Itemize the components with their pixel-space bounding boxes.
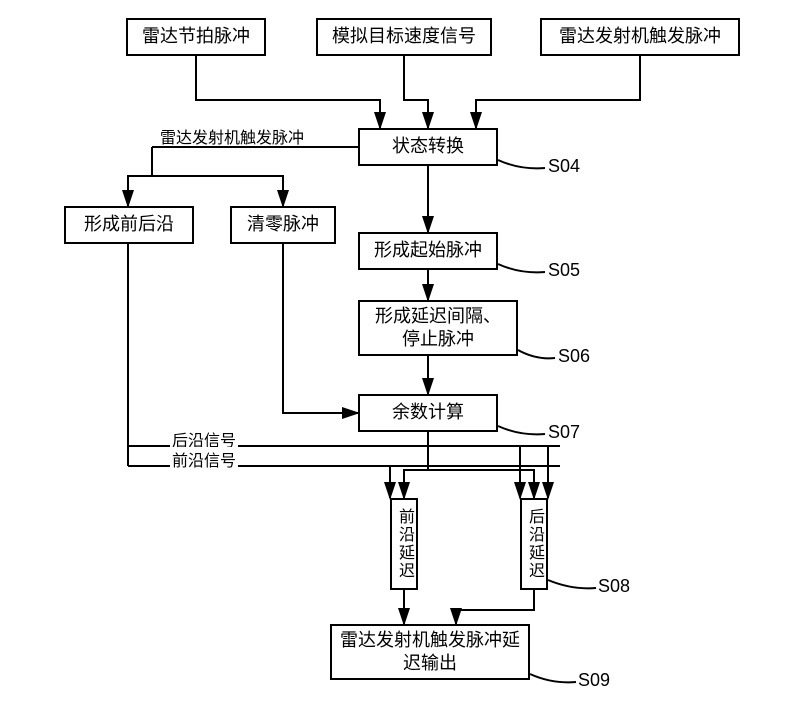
node-clear-pulse: 清零脉冲 xyxy=(230,206,336,244)
line-label-trigger-pulse: 雷达发射机触发脉冲 xyxy=(160,124,304,148)
step-label-s04: S04 xyxy=(548,156,580,177)
node-label: 形成延迟间隔、停止脉冲 xyxy=(368,305,508,352)
node-form-edges: 形成前后沿 xyxy=(64,206,194,244)
node-label: 清零脉冲 xyxy=(247,213,319,236)
step-label-s05: S05 xyxy=(548,260,580,281)
step-label-s08: S08 xyxy=(598,576,630,597)
node-input-radar-beat-pulse: 雷达节拍脉冲 xyxy=(126,18,266,56)
node-label: 形成起始脉冲 xyxy=(374,239,482,262)
node-label: 余数计算 xyxy=(392,401,464,424)
node-label: 雷达发射机触发脉冲延迟输出 xyxy=(340,629,520,676)
line-label-leading-edge: 前沿信号 xyxy=(170,447,238,471)
flowchart-canvas: 雷达节拍脉冲 模拟目标速度信号 雷达发射机触发脉冲 状态转换 形成起始脉冲 形成… xyxy=(0,0,800,712)
step-label-s06: S06 xyxy=(558,346,590,367)
arrows-layer xyxy=(0,0,800,712)
node-input-sim-target-speed: 模拟目标速度信号 xyxy=(316,18,492,56)
node-label: 前沿延迟 xyxy=(392,508,416,580)
node-leading-edge-delay: 前沿延迟 xyxy=(390,498,418,590)
node-label: 雷达发射机触发脉冲 xyxy=(559,25,721,48)
node-remainder-calc: 余数计算 xyxy=(358,394,498,432)
node-label: 模拟目标速度信号 xyxy=(332,25,476,48)
node-input-radar-tx-trigger: 雷达发射机触发脉冲 xyxy=(540,18,740,56)
step-label-s09: S09 xyxy=(578,670,610,691)
node-trailing-edge-delay: 后沿延迟 xyxy=(520,498,548,590)
node-label: 形成前后沿 xyxy=(84,213,174,236)
node-label: 雷达节拍脉冲 xyxy=(142,25,250,48)
node-output-delay: 雷达发射机触发脉冲延迟输出 xyxy=(330,624,530,680)
node-form-delay-stop-pulse: 形成延迟间隔、停止脉冲 xyxy=(358,300,518,356)
node-label: 后沿延迟 xyxy=(522,508,546,580)
node-form-start-pulse: 形成起始脉冲 xyxy=(358,232,498,270)
node-label: 状态转换 xyxy=(392,135,464,158)
node-state-transition: 状态转换 xyxy=(358,128,498,166)
step-label-s07: S07 xyxy=(548,422,580,443)
